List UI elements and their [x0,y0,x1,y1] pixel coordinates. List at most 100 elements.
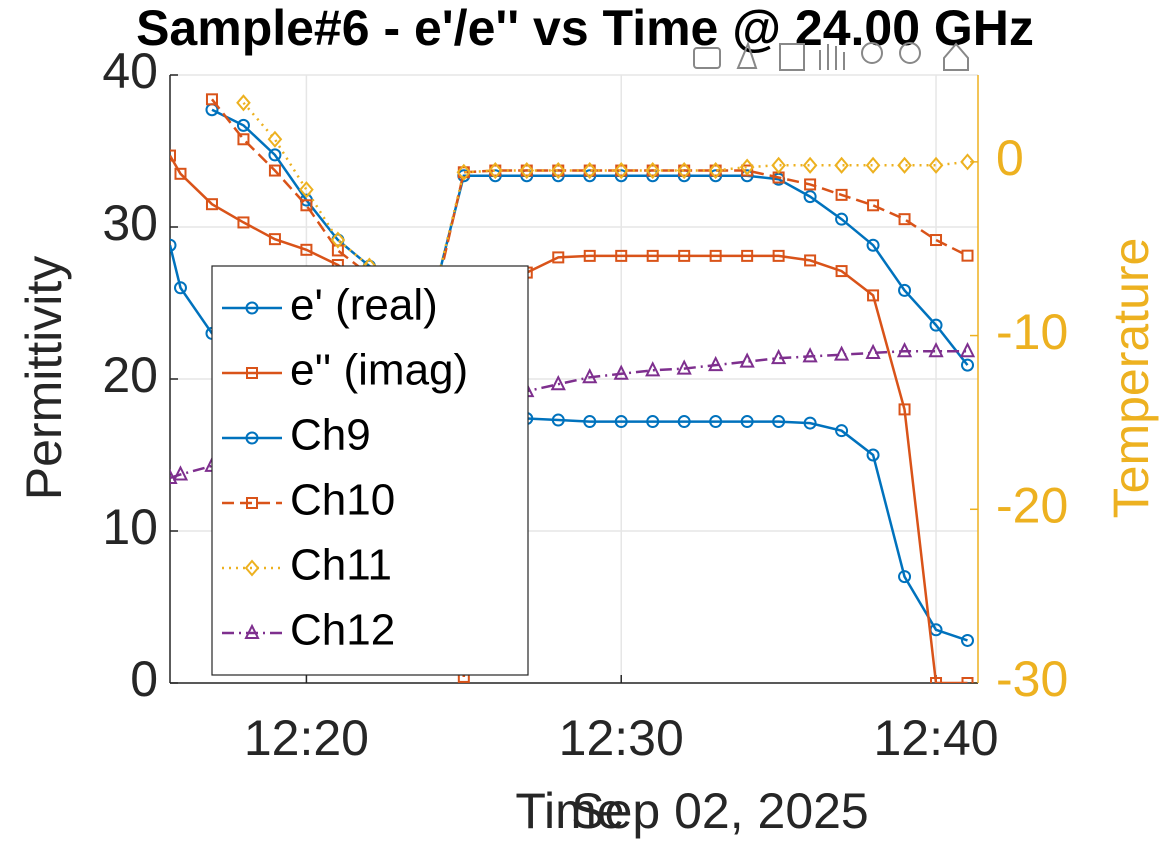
marker [866,238,880,252]
y-tick-label: 20 [102,347,158,403]
marker [583,415,597,429]
legend-label: Ch10 [290,476,395,525]
x-tick-label: 12:40 [873,710,998,766]
marker [772,415,786,429]
marker [299,181,314,199]
marker [645,361,661,377]
x-tick-label: 12:20 [244,710,369,766]
marker [300,243,313,256]
marker [833,345,850,361]
marker [205,198,218,211]
marker [708,355,724,372]
marker [456,163,472,181]
x-axis-subtitle: Sep 02, 2025 [571,783,869,839]
marker [834,156,849,174]
marker [645,162,661,180]
marker [959,341,976,358]
marker [835,424,849,438]
y2-axis-label: Temperature [1103,238,1159,519]
marker [804,254,817,267]
marker [835,212,849,226]
marker [268,148,282,162]
marker [173,281,187,295]
marker [709,249,722,262]
series-line [211,98,969,312]
marker [739,158,755,176]
marker [865,343,881,359]
x-axis-label: Time [515,783,624,839]
marker [897,156,912,174]
legend-marker [246,497,258,509]
export-button[interactable] [693,47,721,69]
datatip-button[interactable] [779,43,805,71]
y-tick-label: 0 [130,651,158,707]
marker [677,415,691,429]
marker [646,249,659,262]
zoom-in-button[interactable] [861,42,883,64]
legend-label: Ch11 [290,541,392,590]
marker [961,249,974,262]
marker [772,249,785,262]
marker [330,231,346,249]
marker [930,677,943,683]
legend-marker [245,301,259,315]
marker [170,149,176,162]
marker [930,234,943,247]
brush-button[interactable] [736,41,758,69]
marker [709,415,723,429]
chart-title: Sample#6 - e'/e'' vs Time @ 24.00 GHz [136,0,1034,56]
marker [170,238,177,252]
marker [550,162,566,180]
marker [676,359,692,375]
y2-tick-label: -10 [996,304,1068,360]
marker [898,403,911,416]
marker [961,358,975,372]
legend-label: Ch9 [290,411,371,460]
marker [613,162,629,180]
y-tick-label: 10 [102,499,158,555]
marker [583,249,596,262]
toolbar [693,41,969,71]
marker [205,93,218,106]
pan-button[interactable] [819,44,845,70]
marker [646,415,660,429]
marker [802,347,818,363]
legend-label: e'' (imag) [290,346,468,395]
marker [740,415,754,429]
marker [898,570,912,584]
marker [866,448,880,462]
marker [519,162,535,180]
zoom-out-button[interactable] [899,42,921,64]
marker [961,633,975,647]
marker [614,415,628,429]
y2-tick-label: -30 [996,651,1068,707]
marker [802,156,818,174]
marker [928,341,944,358]
marker [961,677,974,683]
home-button[interactable] [943,42,969,71]
marker [268,233,281,246]
marker [552,251,565,264]
legend-box [211,265,529,676]
marker [835,265,848,278]
legend-marker [244,559,260,577]
marker [613,364,629,380]
legend: e' (real) e'' (imag) Ch9 Ch10 Ch11 Ch12 [211,265,529,676]
marker [804,178,817,191]
y2-tick-label: 0 [996,130,1024,186]
marker [708,162,723,180]
marker [300,199,313,212]
marker [867,289,880,302]
marker [550,374,566,391]
legend-marker [246,367,258,379]
series-line [242,101,968,303]
marker [551,413,565,427]
marker [236,94,251,112]
marker [615,249,628,262]
marker [803,416,817,430]
marker [582,368,598,384]
marker [174,167,187,180]
y-tick-label: 40 [102,43,158,99]
y-tick-label: 30 [102,195,158,251]
